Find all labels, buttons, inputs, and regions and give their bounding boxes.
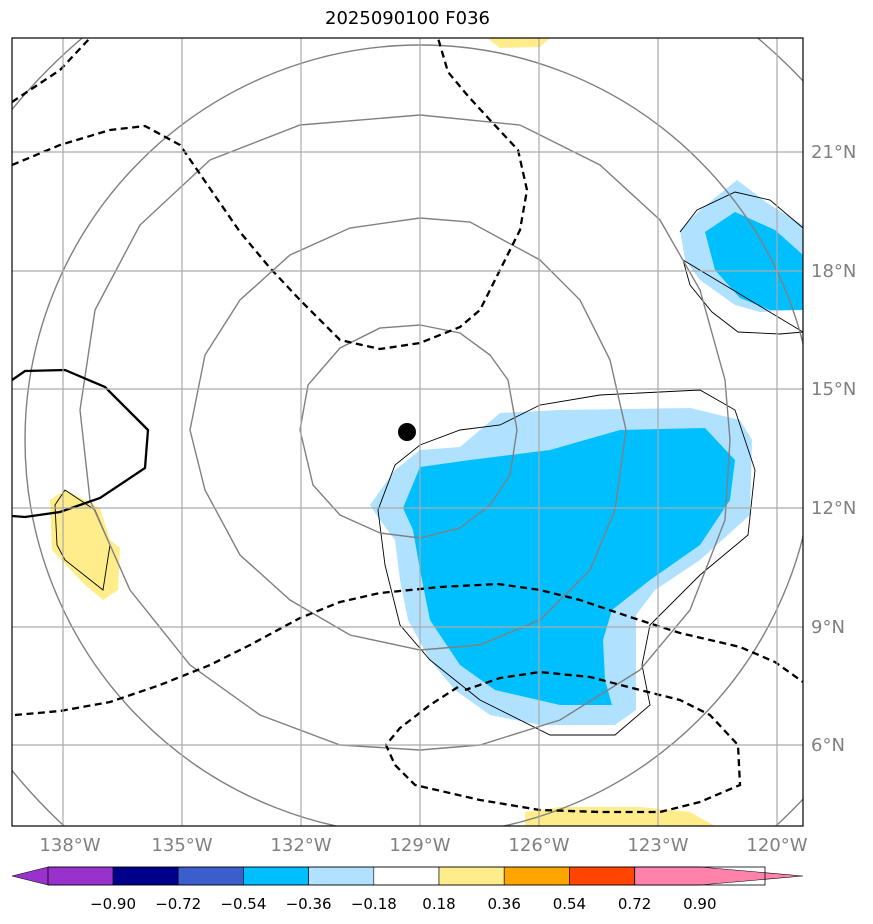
solid-contour-west — [12, 368, 150, 519]
lon-tick-label: 129°W — [389, 835, 450, 856]
colorbar-frame — [47, 866, 766, 886]
colorbar-swatch — [308, 866, 375, 886]
colorbar-swatch — [569, 866, 635, 886]
colorbar-level-label: −0.72 — [155, 895, 201, 913]
storm-center-marker — [398, 423, 416, 441]
lat-tick-label: 12°N — [811, 498, 856, 519]
anomaly-west-outline-contour — [54, 489, 111, 591]
colorbar-swatch — [243, 866, 309, 886]
colorbar-swatch — [634, 866, 804, 886]
colorbar-level-label: 0.72 — [618, 895, 651, 913]
colorbar-swatch — [11, 866, 114, 886]
colorbar-level-label: 0.54 — [553, 895, 586, 913]
lon-tick-label: 135°W — [151, 835, 212, 856]
colorbar-swatch — [373, 866, 440, 886]
colorbar-level-label: −0.18 — [351, 895, 397, 913]
colorbar-level-label: −0.90 — [90, 895, 136, 913]
colorbar-swatch — [503, 866, 570, 886]
colorbar-level-label: 0.18 — [422, 895, 455, 913]
lon-tick-label: 138°W — [39, 835, 100, 856]
lon-tick-label: 126°W — [508, 835, 569, 856]
lat-tick-label: 6°N — [811, 735, 845, 756]
colorbar-level-label: −0.36 — [286, 895, 332, 913]
positive-anomaly-west-region — [50, 490, 120, 600]
lat-tick-label: 21°N — [811, 142, 856, 163]
lat-tick-label: 15°N — [811, 379, 856, 400]
negative-anomaly-strong-region — [403, 428, 735, 705]
lon-tick-label: 123°W — [627, 835, 688, 856]
negative-anomaly-ne-strong-region — [705, 212, 803, 310]
colorbar-level-label: 0.90 — [683, 895, 716, 913]
dashed-contours — [12, 38, 803, 814]
graticule-gridlines — [12, 38, 803, 826]
map-title: 2025090100 F036 — [325, 8, 490, 29]
longitude-tick-labels: 138°W 135°W 132°W 129°W 126°W 123°W 120°… — [39, 835, 807, 856]
map-frame — [11, 37, 804, 827]
anomaly-outline-contour — [377, 389, 756, 736]
colorbar: −0.90 −0.72 −0.54 −0.36 −0.18 0.18 0.36 0.54 0.7… — [11, 866, 804, 913]
colorbar-level-label: 0.36 — [487, 895, 520, 913]
positive-anomaly-south-region — [525, 807, 715, 826]
lon-tick-label: 120°W — [746, 835, 807, 856]
lat-tick-label: 18°N — [811, 261, 856, 282]
colorbar-swatch — [112, 866, 179, 886]
lon-tick-label: 132°W — [270, 835, 331, 856]
lat-tick-label: 9°N — [811, 617, 845, 638]
colorbar-level-label: −0.54 — [220, 895, 266, 913]
colorbar-swatch — [438, 866, 505, 886]
latitude-tick-labels: 21°N 18°N 15°N 12°N 9°N 6°N — [811, 142, 856, 756]
positive-anomaly-north-region — [487, 38, 550, 48]
colorbar-labels: −0.90 −0.72 −0.54 −0.36 −0.18 0.18 0.36 0.54 0.7… — [90, 895, 716, 913]
colorbar-swatch — [177, 866, 244, 886]
